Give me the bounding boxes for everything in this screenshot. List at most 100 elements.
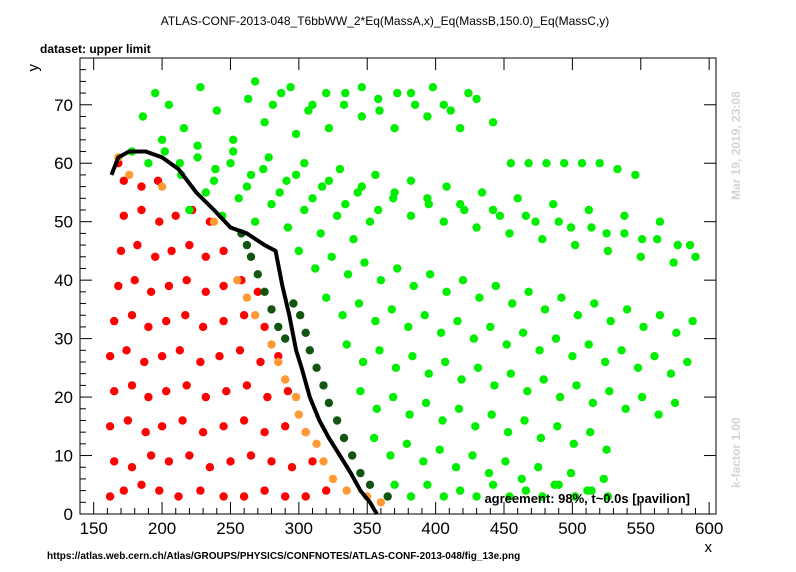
x-tick-label: 550 bbox=[627, 519, 655, 538]
point-allowed bbox=[211, 164, 220, 174]
x-tick-label: 200 bbox=[148, 519, 176, 538]
point-allowed bbox=[357, 182, 366, 191]
point-allowed bbox=[620, 211, 629, 220]
point-excluded-disagree bbox=[376, 498, 386, 507]
point-allowed bbox=[488, 205, 498, 215]
point-excluded bbox=[260, 428, 269, 437]
point-excluded bbox=[196, 486, 205, 495]
point-allowed bbox=[410, 100, 420, 110]
point-allowed bbox=[491, 281, 500, 291]
point-allowed bbox=[372, 404, 381, 413]
y-tick-labels: 0 10 20 30 40 50 60 70 bbox=[54, 96, 73, 524]
point-allowed bbox=[425, 270, 435, 279]
point-excluded bbox=[253, 287, 262, 296]
point-allowed bbox=[338, 311, 347, 320]
point-allowed bbox=[501, 457, 510, 466]
point-allowed-disagree bbox=[383, 492, 392, 501]
point-allowed bbox=[536, 433, 546, 443]
point-excluded bbox=[137, 205, 146, 215]
point-excluded bbox=[110, 387, 119, 396]
point-excluded bbox=[181, 311, 190, 320]
point-allowed bbox=[175, 159, 184, 168]
point-allowed bbox=[369, 433, 379, 443]
point-excluded bbox=[157, 422, 167, 431]
point-allowed bbox=[524, 159, 533, 168]
point-allowed bbox=[688, 316, 697, 326]
point-allowed bbox=[242, 182, 252, 191]
x-tick-label: 300 bbox=[285, 519, 313, 538]
point-allowed bbox=[553, 422, 562, 431]
point-allowed bbox=[268, 100, 278, 110]
point-allowed bbox=[456, 124, 465, 133]
point-excluded bbox=[239, 311, 249, 320]
point-excluded bbox=[283, 387, 293, 396]
point-allowed bbox=[508, 299, 517, 308]
point-excluded bbox=[185, 451, 194, 460]
point-allowed bbox=[551, 334, 561, 343]
point-allowed bbox=[605, 387, 614, 396]
k-factor-note: k-factor 1.00 bbox=[729, 417, 743, 488]
point-allowed bbox=[518, 328, 528, 337]
point-excluded bbox=[123, 416, 133, 425]
point-allowed bbox=[557, 293, 566, 302]
point-allowed bbox=[622, 305, 632, 314]
point-allowed-disagree bbox=[312, 363, 321, 372]
point-allowed-disagree bbox=[301, 328, 310, 337]
point-allowed bbox=[291, 170, 301, 180]
data-points bbox=[105, 77, 700, 507]
point-excluded bbox=[175, 346, 184, 355]
point-allowed bbox=[358, 357, 368, 367]
point-excluded-disagree bbox=[319, 457, 328, 466]
point-allowed bbox=[160, 147, 169, 156]
point-excluded bbox=[215, 352, 224, 361]
point-allowed bbox=[421, 398, 431, 408]
point-excluded bbox=[162, 387, 171, 396]
point-allowed bbox=[389, 392, 398, 402]
point-allowed bbox=[490, 381, 499, 390]
point-allowed bbox=[441, 357, 450, 367]
point-allowed bbox=[590, 299, 599, 308]
point-allowed bbox=[387, 305, 396, 314]
point-excluded bbox=[260, 322, 269, 332]
point-allowed bbox=[138, 112, 148, 121]
point-allowed bbox=[577, 159, 587, 168]
point-excluded bbox=[164, 281, 174, 291]
point-allowed-disagree bbox=[365, 480, 375, 489]
point-allowed bbox=[535, 346, 544, 355]
point-excluded bbox=[308, 457, 317, 466]
point-allowed bbox=[335, 164, 345, 174]
point-allowed bbox=[540, 305, 550, 314]
point-allowed bbox=[464, 88, 473, 98]
y-tick-label: 60 bbox=[54, 154, 73, 173]
point-allowed bbox=[375, 106, 384, 115]
point-allowed bbox=[428, 83, 438, 92]
point-allowed bbox=[393, 88, 402, 98]
point-allowed bbox=[471, 422, 480, 431]
point-excluded bbox=[155, 217, 164, 226]
point-excluded bbox=[130, 276, 139, 285]
point-allowed bbox=[586, 428, 595, 437]
point-allowed bbox=[260, 118, 269, 127]
point-excluded bbox=[122, 346, 131, 355]
point-allowed bbox=[390, 124, 399, 133]
point-allowed bbox=[639, 322, 648, 332]
point-allowed bbox=[534, 463, 543, 472]
point-excluded bbox=[260, 486, 269, 495]
point-allowed bbox=[606, 316, 615, 326]
point-allowed bbox=[353, 188, 362, 197]
plot-frame bbox=[79, 57, 717, 515]
point-excluded bbox=[119, 176, 128, 185]
point-allowed bbox=[446, 106, 455, 115]
point-allowed bbox=[666, 369, 676, 378]
point-allowed bbox=[520, 416, 529, 425]
point-excluded bbox=[281, 492, 290, 501]
point-excluded-disagree bbox=[301, 428, 310, 437]
point-allowed bbox=[654, 410, 663, 419]
point-excluded bbox=[267, 457, 276, 466]
point-allowed bbox=[691, 252, 700, 261]
point-allowed bbox=[291, 129, 301, 139]
point-allowed bbox=[423, 112, 432, 121]
point-allowed bbox=[554, 217, 563, 226]
point-allowed bbox=[193, 141, 202, 150]
